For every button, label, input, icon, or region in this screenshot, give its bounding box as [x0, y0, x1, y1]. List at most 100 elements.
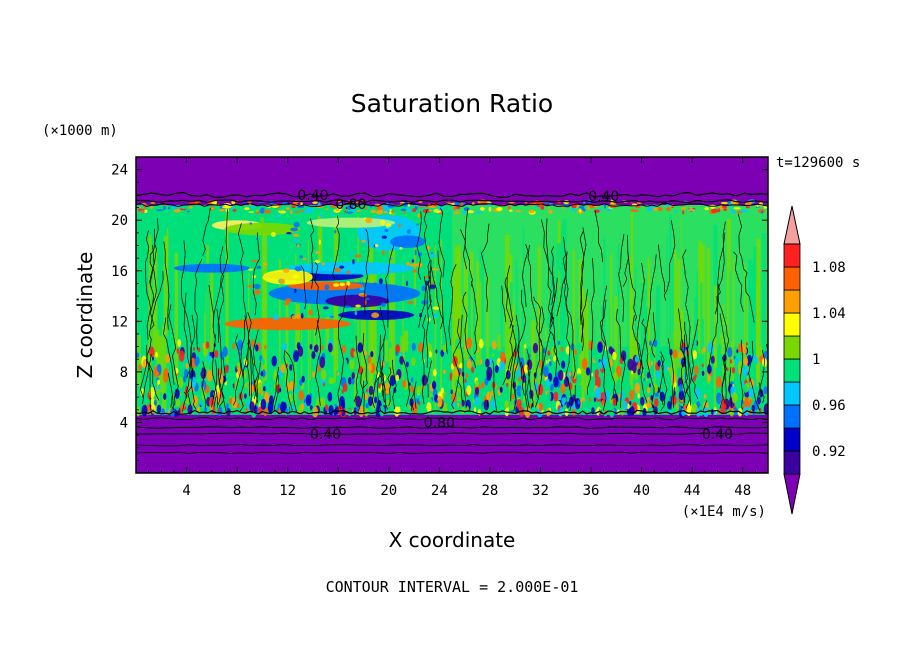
contour-label: 0.40: [310, 427, 341, 443]
field-cell: [627, 358, 634, 371]
field-cell: [543, 365, 549, 378]
field-cell: [742, 346, 747, 356]
contour-line: [360, 368, 365, 413]
field-cell: [731, 367, 736, 374]
contour-line: [586, 257, 595, 395]
field-cell: [267, 241, 271, 245]
contour-line: [719, 313, 729, 408]
colorbar-label: 1.04: [812, 306, 846, 322]
contour-line: [708, 282, 721, 368]
contour-label: 0.40: [702, 427, 733, 443]
field-cell: [608, 346, 613, 355]
field-streak: [299, 342, 303, 350]
field-cell: [365, 217, 373, 224]
field-cell: [548, 360, 552, 367]
field-cell: [516, 369, 521, 378]
field-streak: [629, 298, 632, 386]
contour-line: [142, 353, 152, 405]
field-cell: [251, 339, 256, 348]
field-cell: [323, 306, 329, 310]
contour-label: 0.80: [335, 197, 366, 213]
field-cell: [365, 402, 369, 410]
contour-label: 0.80: [424, 415, 455, 431]
field-streak: [479, 249, 484, 378]
field-feature: [224, 222, 301, 236]
field-cell: [410, 377, 414, 383]
field-streak: [225, 212, 229, 364]
field-cell: [649, 399, 652, 404]
chart-title: Saturation Ratio: [351, 89, 553, 118]
field-cell: [473, 407, 477, 412]
field-feature: [287, 261, 415, 275]
field-cell: [266, 384, 270, 390]
field-cell: [317, 365, 321, 372]
field-cell: [156, 363, 162, 373]
field-cell: [368, 363, 373, 372]
contour-line: [685, 319, 699, 409]
contour-line: [533, 296, 542, 398]
field-cell: [760, 210, 764, 214]
contour-label: 0.40: [588, 189, 619, 205]
field-cell: [571, 207, 574, 212]
field-cell: [723, 208, 728, 211]
contour-line: [248, 339, 258, 403]
field-cell: [479, 358, 483, 365]
field-cell: [355, 304, 362, 308]
field-cell: [263, 209, 272, 214]
field-cell: [458, 367, 462, 374]
field-cell: [252, 274, 257, 279]
field-cell: [588, 340, 594, 351]
contour-line: [385, 244, 395, 328]
contour-line: [427, 260, 432, 310]
field-cell: [300, 201, 303, 206]
field-streak: [576, 318, 581, 358]
x-axis: 4 8 12 16 20 24 28 32 36 40 44 48: [148, 157, 756, 499]
field-cell: [616, 380, 622, 391]
field-cell: [409, 263, 418, 267]
contour-line: [681, 362, 686, 407]
field-cell: [492, 340, 497, 350]
contour-line: [163, 317, 175, 385]
contour-line: [283, 349, 293, 411]
field-streak: [544, 342, 548, 375]
field-cell: [729, 209, 734, 212]
field-cell: [400, 351, 403, 357]
field-cell: [141, 404, 148, 417]
colorbar-over-arrow: [783, 205, 801, 245]
field-cell: [161, 408, 166, 417]
field-streak: [514, 296, 516, 389]
field-cell: [342, 382, 348, 392]
field-cell: [671, 373, 677, 384]
field-cell: [150, 202, 156, 204]
field-cell: [364, 407, 369, 417]
field-streak: [222, 210, 225, 373]
field-cell: [646, 387, 651, 394]
field-cell: [314, 344, 319, 353]
field-feature: [306, 217, 396, 228]
field-streak: [309, 286, 311, 381]
field-cell: [269, 395, 274, 405]
contour-line: [657, 244, 665, 293]
field-cell: [504, 402, 507, 408]
contour-line: [413, 390, 417, 409]
field-cell: [149, 346, 155, 358]
contour-line: [739, 339, 744, 410]
field-cell: [314, 251, 320, 254]
field-cell: [244, 381, 248, 388]
field-streak: [586, 315, 588, 380]
field-cell: [428, 351, 432, 358]
field-cell: [481, 381, 485, 389]
field-cell: [238, 392, 243, 401]
field-cell: [326, 313, 332, 317]
field-cell: [722, 205, 727, 209]
field-cell: [454, 403, 458, 412]
contour-line: [254, 362, 261, 411]
field-cell: [143, 209, 148, 213]
contour-line: [594, 210, 603, 263]
contour-line: [168, 304, 179, 409]
field-cell: [561, 205, 565, 209]
field-cell: [255, 209, 259, 212]
contour-line: [615, 308, 622, 358]
field-cell: [177, 339, 182, 347]
field-cell: [312, 371, 316, 378]
